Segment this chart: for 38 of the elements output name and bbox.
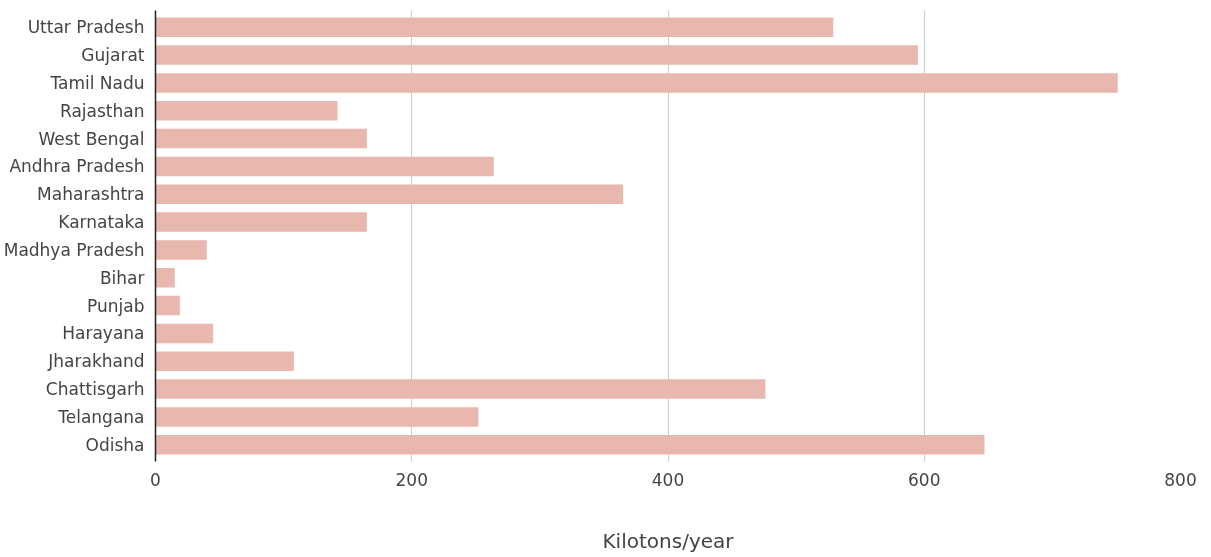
bar bbox=[155, 73, 1118, 93]
y-tick-label: Jharakhand bbox=[47, 351, 145, 372]
y-tick-label: Harayana bbox=[62, 323, 145, 344]
bar bbox=[155, 351, 294, 372]
y-tick-label: Rajasthan bbox=[60, 100, 145, 121]
bar bbox=[155, 17, 834, 37]
x-axis-title: Kilotons/year bbox=[602, 528, 735, 553]
y-tick-label: Andhra Pradesh bbox=[9, 156, 145, 177]
bar bbox=[155, 323, 214, 344]
bar bbox=[155, 240, 207, 260]
bar bbox=[155, 184, 624, 204]
bar bbox=[155, 268, 175, 288]
y-tick-label: Karnataka bbox=[58, 212, 145, 233]
y-tick-label: Chattisgarh bbox=[45, 379, 145, 400]
bar bbox=[155, 379, 766, 399]
bar bbox=[155, 295, 180, 316]
x-tick-label: 800 bbox=[1164, 469, 1197, 490]
y-tick-label: Tamil Nadu bbox=[49, 72, 145, 93]
y-tick-label: Maharashtra bbox=[37, 184, 145, 205]
bar bbox=[155, 407, 479, 427]
bar bbox=[155, 156, 494, 177]
y-tick-label: Uttar Pradesh bbox=[27, 17, 145, 38]
bar bbox=[155, 435, 985, 455]
y-tick-label: West Bengal bbox=[38, 128, 145, 149]
x-tick-label: 200 bbox=[395, 469, 428, 490]
y-tick-label: Gujarat bbox=[81, 45, 145, 66]
x-tick-label: 400 bbox=[651, 469, 685, 490]
bar bbox=[155, 212, 367, 232]
x-tick-label: 0 bbox=[150, 469, 161, 490]
bar bbox=[155, 45, 918, 65]
y-tick-label: Madhya Pradesh bbox=[3, 239, 145, 260]
x-tick-label: 600 bbox=[908, 469, 941, 490]
bar bbox=[155, 100, 338, 121]
y-tick-label: Punjab bbox=[87, 295, 145, 316]
y-tick-label: Telangana bbox=[57, 406, 145, 427]
y-tick-label: Bihar bbox=[99, 267, 145, 288]
bar bbox=[155, 128, 367, 149]
y-tick-label: Odisha bbox=[85, 434, 145, 455]
